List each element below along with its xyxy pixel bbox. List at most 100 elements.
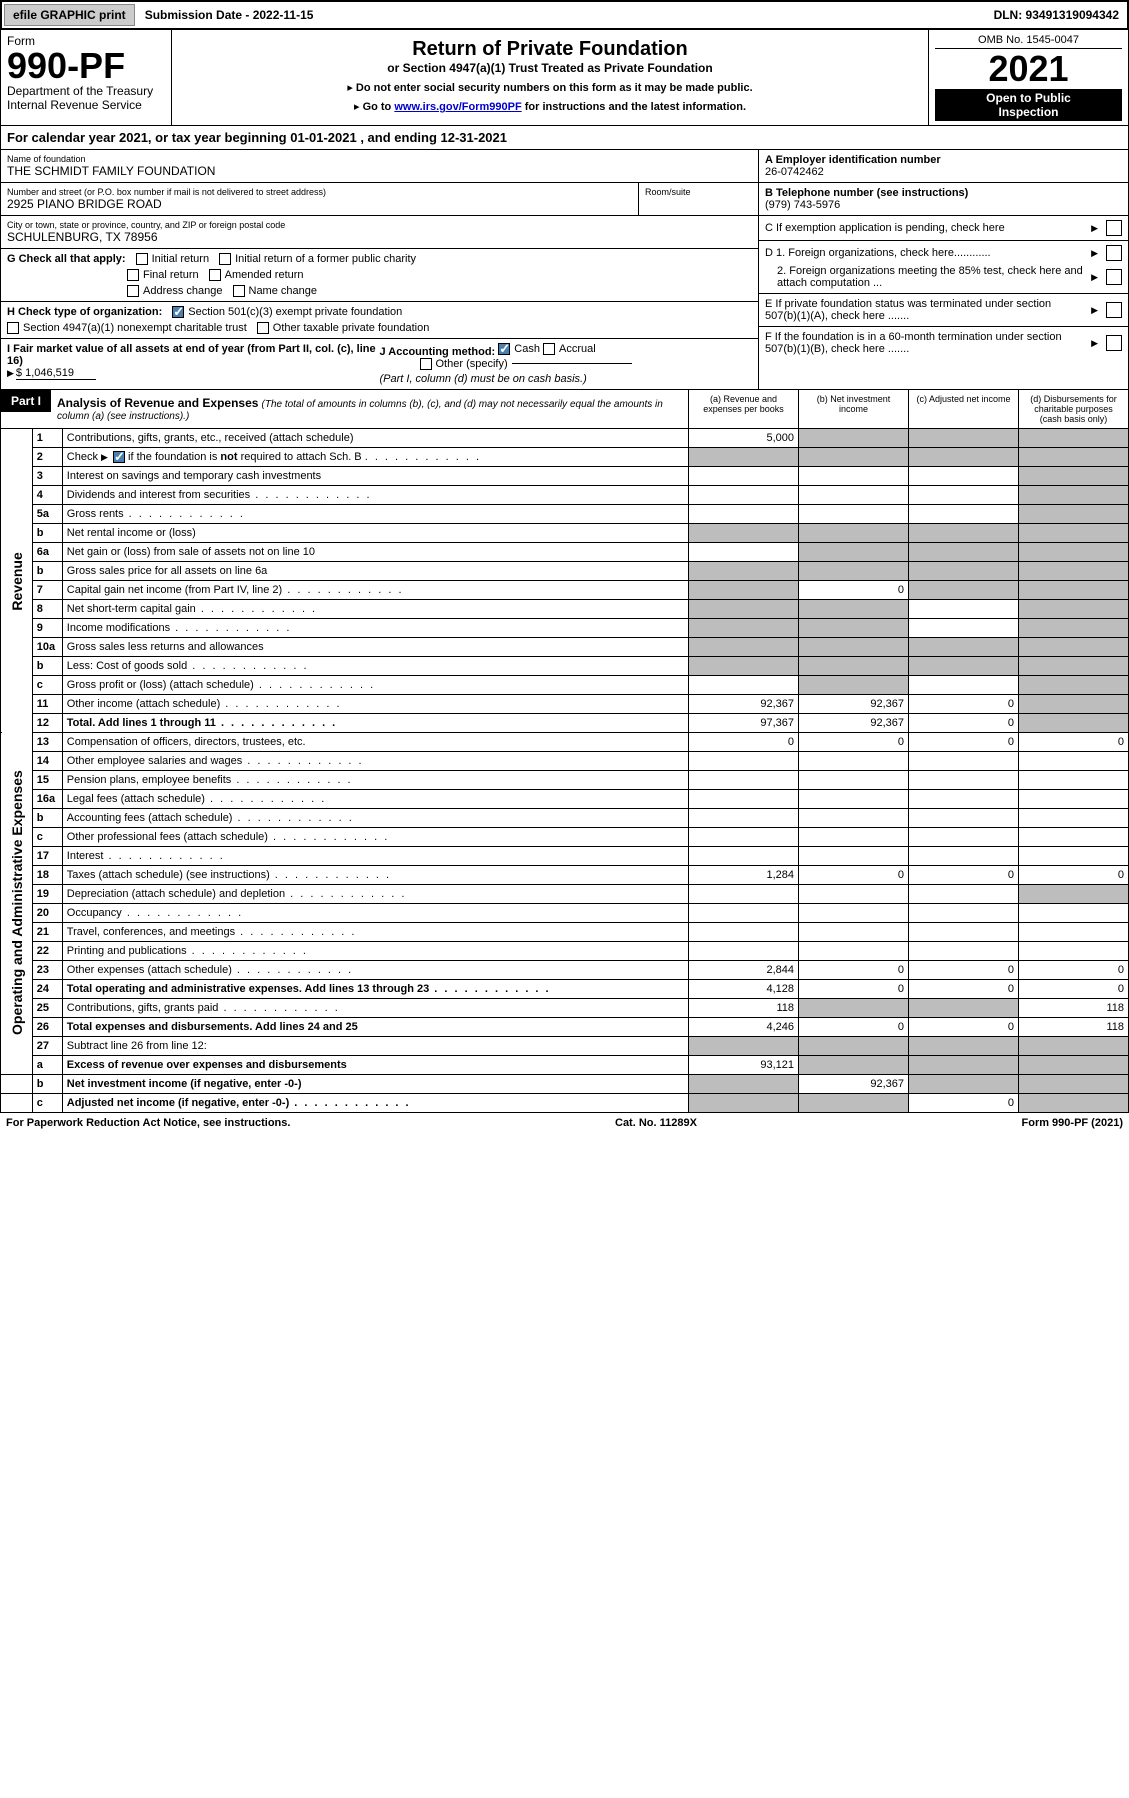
part1-title: Analysis of Revenue and Expenses bbox=[57, 396, 258, 410]
foundation-name: THE SCHMIDT FAMILY FOUNDATION bbox=[7, 164, 752, 178]
submission-date: Submission Date - 2022-11-15 bbox=[137, 5, 322, 25]
table-row: 12Total. Add lines 1 through 1197,36792,… bbox=[1, 713, 1129, 732]
i-label: I Fair market value of all assets at end… bbox=[7, 343, 376, 367]
g-check-row: G Check all that apply: Initial return I… bbox=[1, 249, 758, 302]
ein-label: A Employer identification number bbox=[765, 154, 941, 166]
table-row: Operating and Administrative Expenses 13… bbox=[1, 732, 1129, 751]
final-return-checkbox[interactable] bbox=[127, 269, 139, 281]
4947a1-label: Section 4947(a)(1) nonexempt charitable … bbox=[23, 322, 247, 334]
other-taxable-checkbox[interactable] bbox=[257, 322, 269, 334]
h-check-row: H Check type of organization: Section 50… bbox=[1, 302, 758, 339]
table-row: 18Taxes (attach schedule) (see instructi… bbox=[1, 865, 1129, 884]
address-change-checkbox[interactable] bbox=[127, 285, 139, 297]
d2-label: 2. Foreign organizations meeting the 85%… bbox=[765, 265, 1085, 289]
e-checkbox[interactable] bbox=[1106, 302, 1122, 318]
amended-return-label: Amended return bbox=[225, 269, 304, 281]
note2-post: for instructions and the latest informat… bbox=[522, 101, 746, 113]
form-title: Return of Private Foundation bbox=[178, 38, 922, 61]
column-headers: (a) Revenue and expenses per books (b) N… bbox=[688, 390, 1128, 428]
f-label: F If the foundation is in a 60-month ter… bbox=[765, 331, 1085, 355]
table-row: bNet investment income (if negative, ent… bbox=[1, 1074, 1129, 1093]
d1-checkbox[interactable] bbox=[1106, 245, 1122, 261]
name-label: Name of foundation bbox=[7, 154, 752, 164]
col-c-header: (c) Adjusted net income bbox=[908, 390, 1018, 428]
c-label: C If exemption application is pending, c… bbox=[765, 222, 1085, 234]
d1-label: D 1. Foreign organizations, check here..… bbox=[765, 247, 1085, 259]
dln: DLN: 93491319094342 bbox=[986, 5, 1127, 25]
revenue-side-label: Revenue bbox=[1, 429, 33, 733]
table-row: 15Pension plans, employee benefits bbox=[1, 770, 1129, 789]
table-row: Revenue 1Contributions, gifts, grants, e… bbox=[1, 429, 1129, 448]
table-row: 5aGross rents bbox=[1, 504, 1129, 523]
name-change-checkbox[interactable] bbox=[233, 285, 245, 297]
irs: Internal Revenue Service bbox=[7, 98, 165, 112]
table-row: 8Net short-term capital gain bbox=[1, 599, 1129, 618]
form990pf-link[interactable]: www.irs.gov/Form990PF bbox=[394, 101, 521, 113]
initial-former-checkbox[interactable] bbox=[219, 253, 231, 265]
table-row: bNet rental income or (loss) bbox=[1, 523, 1129, 542]
final-return-label: Final return bbox=[143, 269, 199, 281]
city-cell: City or town, state or province, country… bbox=[1, 216, 758, 249]
table-row: 24Total operating and administrative exp… bbox=[1, 979, 1129, 998]
c-checkbox[interactable] bbox=[1106, 220, 1122, 236]
table-row: 4Dividends and interest from securities bbox=[1, 485, 1129, 504]
j-label: J Accounting method: bbox=[380, 346, 496, 358]
header-title-block: Return of Private Foundation or Section … bbox=[171, 30, 928, 125]
i-block: I Fair market value of all assets at end… bbox=[7, 343, 380, 385]
col-b-header: (b) Net investment income bbox=[798, 390, 908, 428]
note2-pre: Go to bbox=[363, 101, 395, 113]
501c3-checkbox[interactable] bbox=[172, 306, 184, 318]
form-number-block: Form 990-PF Department of the Treasury I… bbox=[1, 30, 171, 125]
i-j-row: I Fair market value of all assets at end… bbox=[1, 339, 758, 389]
top-bar: efile GRAPHIC print Submission Date - 20… bbox=[0, 0, 1129, 30]
line-desc: Contributions, gifts, grants, etc., rece… bbox=[62, 429, 688, 448]
other-method-label: Other (specify) bbox=[436, 358, 508, 370]
table-row: cGross profit or (loss) (attach schedule… bbox=[1, 675, 1129, 694]
f-checkbox[interactable] bbox=[1106, 335, 1122, 351]
ein-cell: A Employer identification number 26-0742… bbox=[759, 150, 1128, 183]
ssn-note: Do not enter social security numbers on … bbox=[178, 81, 922, 94]
entity-info-grid: Name of foundation THE SCHMIDT FAMILY FO… bbox=[0, 150, 1129, 390]
table-row: 6aNet gain or (loss) from sale of assets… bbox=[1, 542, 1129, 561]
opex-side-label: Operating and Administrative Expenses bbox=[1, 732, 33, 1074]
page-footer: For Paperwork Reduction Act Notice, see … bbox=[0, 1113, 1129, 1133]
street-value: 2925 PIANO BRIDGE ROAD bbox=[7, 197, 632, 211]
other-method-checkbox[interactable] bbox=[420, 358, 432, 370]
table-row: 11Other income (attach schedule)92,36792… bbox=[1, 694, 1129, 713]
table-row: 14Other employee salaries and wages bbox=[1, 751, 1129, 770]
form-header: Form 990-PF Department of the Treasury I… bbox=[0, 30, 1129, 126]
501c3-label: Section 501(c)(3) exempt private foundat… bbox=[188, 306, 402, 318]
part1-header-row: Part I Analysis of Revenue and Expenses … bbox=[0, 390, 1129, 429]
header-right-block: OMB No. 1545-0047 2021 Open to PublicIns… bbox=[928, 30, 1128, 125]
accrual-checkbox[interactable] bbox=[543, 343, 555, 355]
4947a1-checkbox[interactable] bbox=[7, 322, 19, 334]
name-change-label: Name change bbox=[249, 285, 318, 297]
initial-return-checkbox[interactable] bbox=[136, 253, 148, 265]
phone-value: (979) 743-5976 bbox=[765, 199, 840, 211]
city-label: City or town, state or province, country… bbox=[7, 220, 752, 230]
table-row: bAccounting fees (attach schedule) bbox=[1, 808, 1129, 827]
d2-checkbox[interactable] bbox=[1106, 269, 1122, 285]
foundation-name-cell: Name of foundation THE SCHMIDT FAMILY FO… bbox=[1, 150, 758, 183]
table-row: 9Income modifications bbox=[1, 618, 1129, 637]
efile-print-button[interactable]: efile GRAPHIC print bbox=[4, 4, 135, 26]
amended-return-checkbox[interactable] bbox=[209, 269, 221, 281]
h-label: H Check type of organization: bbox=[7, 306, 162, 318]
table-row: 7Capital gain net income (from Part IV, … bbox=[1, 580, 1129, 599]
ein-value: 26-0742462 bbox=[765, 166, 824, 178]
table-row: 22Printing and publications bbox=[1, 941, 1129, 960]
omb-number: OMB No. 1545-0047 bbox=[935, 34, 1122, 49]
table-row: 10aGross sales less returns and allowanc… bbox=[1, 637, 1129, 656]
schb-checkbox[interactable] bbox=[113, 451, 125, 463]
phone-cell: B Telephone number (see instructions) (9… bbox=[759, 183, 1128, 216]
cash-checkbox[interactable] bbox=[498, 343, 510, 355]
table-row: aExcess of revenue over expenses and dis… bbox=[1, 1055, 1129, 1074]
tax-year: 2021 bbox=[935, 49, 1122, 89]
table-row: 3Interest on savings and temporary cash … bbox=[1, 466, 1129, 485]
d-cell: D 1. Foreign organizations, check here..… bbox=[759, 241, 1128, 294]
e-cell: E If private foundation status was termi… bbox=[759, 294, 1128, 327]
table-row: bLess: Cost of goods sold bbox=[1, 656, 1129, 675]
initial-former-label: Initial return of a former public charit… bbox=[235, 253, 416, 265]
col-d-header: (d) Disbursements for charitable purpose… bbox=[1018, 390, 1128, 428]
col-a-header: (a) Revenue and expenses per books bbox=[688, 390, 798, 428]
